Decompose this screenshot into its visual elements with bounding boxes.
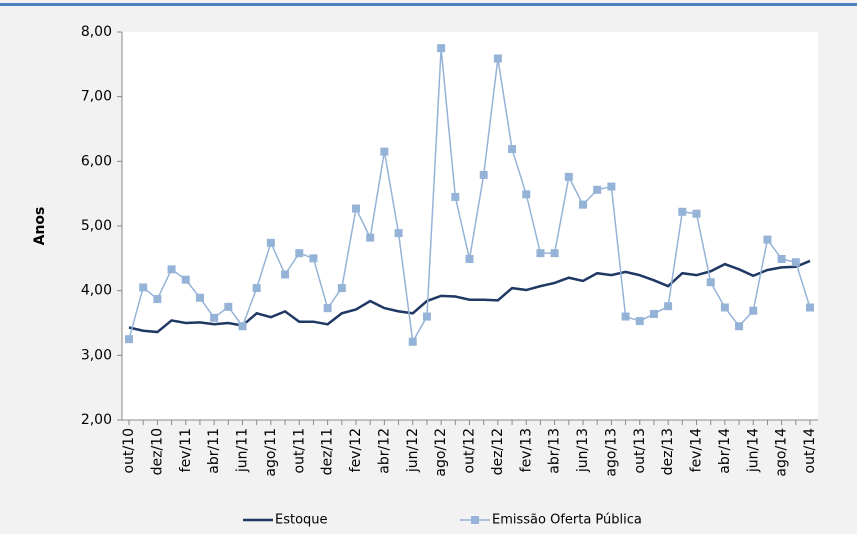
marker (522, 190, 531, 199)
legend-label: Emissão Oferta Pública (492, 513, 642, 528)
marker (550, 249, 559, 258)
marker (720, 303, 729, 312)
marker (309, 254, 318, 263)
marker (451, 192, 460, 201)
y-tick-label: 7,00 (81, 89, 112, 105)
marker (422, 312, 431, 321)
x-tick-label: fev/14 (689, 428, 705, 472)
marker (678, 207, 687, 216)
y-tick-label: 2,00 (81, 412, 112, 428)
marker (337, 284, 346, 293)
x-tick-label: out/11 (291, 428, 307, 473)
x-tick-label: abr/11 (206, 428, 222, 474)
marker (352, 204, 360, 213)
marker (777, 254, 786, 263)
marker (281, 270, 290, 279)
x-tick-label: dez/10 (149, 428, 165, 475)
y-tick-label: 4,00 (81, 283, 112, 299)
y-tick-label: 8,00 (81, 24, 112, 40)
marker (167, 265, 176, 274)
x-tick-label: abr/12 (376, 428, 392, 474)
marker (139, 283, 148, 292)
marker (536, 249, 545, 258)
x-tick-label: dez/13 (660, 428, 676, 475)
x-tick-label: jun/11 (235, 428, 251, 473)
legend-marker (471, 516, 479, 524)
y-axis-label: Anos (32, 207, 48, 246)
marker (380, 147, 389, 156)
marker (465, 254, 474, 263)
marker (125, 335, 133, 344)
marker (252, 284, 261, 293)
marker (508, 145, 517, 154)
x-tick-label: fev/11 (178, 428, 194, 472)
x-tick-label: out/12 (462, 428, 478, 473)
top-rule (0, 3, 857, 6)
x-tick-label: ago/12 (433, 428, 449, 477)
x-tick-label: fev/12 (348, 428, 364, 472)
marker (266, 238, 275, 247)
marker (649, 309, 658, 318)
x-tick-label: jun/13 (575, 428, 591, 473)
marker (607, 182, 616, 191)
x-tick-label: out/14 (802, 428, 818, 474)
marker (195, 293, 204, 302)
x-tick-label: ago/11 (263, 428, 279, 477)
marker (323, 304, 332, 313)
marker (692, 209, 701, 218)
marker (806, 303, 814, 312)
x-tick-label: fev/13 (518, 428, 534, 472)
marker (735, 322, 744, 331)
x-tick-label: ago/13 (603, 428, 619, 477)
x-tick-label: out/13 (632, 428, 648, 473)
marker (749, 306, 758, 315)
marker (664, 302, 673, 311)
marker (791, 258, 800, 267)
marker (635, 317, 644, 326)
marker (394, 229, 403, 238)
marker (224, 302, 233, 311)
marker (579, 200, 587, 209)
marker (564, 172, 573, 181)
marker (238, 322, 247, 331)
marker (621, 312, 630, 321)
marker (366, 233, 375, 242)
marker (593, 185, 602, 194)
x-tick-label: jun/12 (405, 428, 421, 473)
x-tick-label: jun/14 (745, 428, 761, 473)
marker (408, 337, 417, 346)
x-tick-label: abr/14 (717, 428, 733, 474)
plot-area (122, 32, 818, 420)
x-tick-label: ago/14 (774, 428, 790, 477)
marker (763, 235, 772, 244)
x-tick-label: dez/12 (490, 428, 506, 475)
y-tick-label: 5,00 (81, 218, 112, 234)
marker (153, 295, 162, 304)
marker (295, 249, 304, 258)
y-tick-label: 6,00 (81, 153, 112, 169)
legend-label: Estoque (275, 513, 328, 528)
marker (181, 275, 190, 284)
marker (493, 54, 502, 63)
x-tick-label: dez/11 (320, 428, 336, 475)
x-tick-label: out/10 (121, 428, 137, 473)
marker (437, 44, 446, 53)
x-tick-label: abr/13 (547, 428, 563, 474)
marker (479, 170, 488, 179)
marker (706, 278, 715, 287)
y-tick-label: 3,00 (81, 347, 112, 363)
marker (210, 313, 219, 322)
